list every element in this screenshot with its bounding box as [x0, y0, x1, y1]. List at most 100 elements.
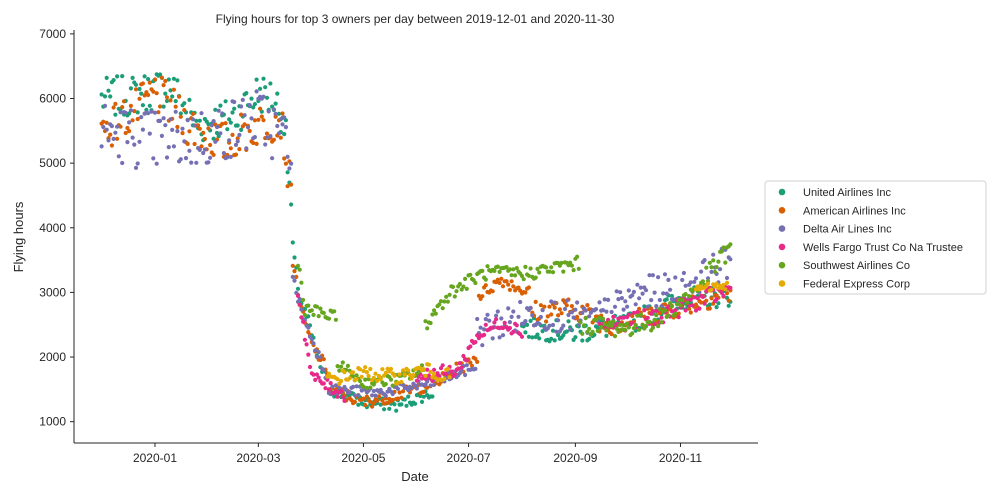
data-point	[309, 308, 314, 313]
data-point	[619, 327, 625, 332]
data-point	[442, 376, 447, 382]
data-point	[697, 306, 702, 311]
data-point	[180, 131, 185, 136]
data-point	[109, 143, 114, 148]
data-point	[597, 315, 602, 320]
data-point	[693, 308, 699, 313]
data-point	[587, 336, 592, 341]
data-point	[464, 358, 469, 363]
data-point	[568, 327, 573, 332]
data-point	[550, 322, 556, 328]
data-point	[123, 110, 128, 115]
data-point	[511, 309, 516, 314]
data-point	[499, 276, 504, 281]
data-point	[187, 148, 192, 153]
data-point	[392, 402, 397, 407]
data-point	[676, 315, 681, 320]
data-point	[411, 373, 416, 378]
data-point	[108, 94, 113, 99]
data-point	[299, 280, 304, 285]
data-point	[575, 254, 580, 259]
data-point	[278, 117, 283, 122]
data-point	[564, 303, 569, 308]
data-point	[292, 255, 297, 260]
data-point	[463, 372, 468, 378]
data-point	[618, 322, 623, 327]
data-point	[140, 127, 145, 132]
data-point	[115, 74, 120, 79]
data-point	[252, 135, 257, 140]
data-point	[366, 373, 371, 379]
data-point	[473, 280, 478, 286]
data-point	[432, 372, 437, 377]
data-point	[364, 370, 369, 375]
data-point	[406, 368, 411, 373]
data-point	[178, 114, 183, 119]
data-point	[133, 82, 139, 87]
data-point	[728, 242, 733, 247]
data-point	[211, 136, 216, 141]
data-point	[383, 393, 388, 398]
data-point	[530, 335, 535, 340]
data-point	[526, 285, 532, 290]
data-point	[370, 404, 375, 409]
data-point	[602, 297, 607, 302]
data-point	[497, 280, 502, 285]
data-point	[530, 313, 535, 318]
data-point	[151, 89, 156, 94]
data-point	[390, 391, 395, 397]
data-point	[196, 123, 201, 128]
data-point	[306, 303, 311, 308]
data-point	[314, 304, 319, 309]
data-point	[612, 304, 618, 309]
data-point	[712, 269, 718, 274]
data-point	[216, 108, 221, 113]
data-point	[292, 278, 297, 283]
data-point	[580, 310, 585, 315]
data-point	[161, 83, 166, 88]
data-point	[444, 294, 449, 299]
data-point	[468, 344, 473, 349]
data-point	[132, 142, 137, 147]
data-point	[509, 314, 514, 319]
data-point	[364, 394, 369, 399]
data-point	[557, 307, 563, 312]
data-point	[197, 126, 202, 131]
data-point	[233, 142, 239, 147]
data-point	[239, 127, 244, 132]
data-point	[235, 139, 240, 144]
data-point	[695, 296, 700, 301]
data-point	[142, 74, 147, 79]
data-point	[218, 131, 223, 136]
data-point	[316, 314, 321, 319]
data-point	[616, 329, 621, 334]
data-point	[378, 402, 383, 407]
data-point	[276, 111, 282, 116]
data-point	[619, 296, 625, 301]
data-point	[480, 268, 485, 273]
data-point	[106, 138, 111, 143]
data-point	[635, 313, 640, 318]
data-point	[423, 373, 428, 378]
data-point	[113, 101, 118, 106]
data-point	[135, 161, 140, 166]
data-point	[401, 368, 406, 373]
data-point	[201, 150, 206, 156]
data-point	[461, 353, 466, 359]
x-tick-label: 2020-03	[236, 451, 280, 465]
data-point	[201, 130, 206, 135]
data-point	[656, 275, 661, 280]
data-point	[233, 152, 239, 157]
data-point	[609, 332, 614, 337]
data-point	[600, 316, 606, 321]
data-point	[244, 146, 249, 151]
y-tick-label: 4000	[39, 221, 66, 235]
data-point	[192, 123, 197, 128]
data-point	[497, 335, 502, 340]
data-point	[595, 328, 600, 333]
data-point	[256, 117, 261, 122]
data-point	[707, 306, 712, 311]
data-point	[504, 279, 509, 284]
data-point	[194, 118, 199, 123]
data-point	[561, 323, 566, 328]
